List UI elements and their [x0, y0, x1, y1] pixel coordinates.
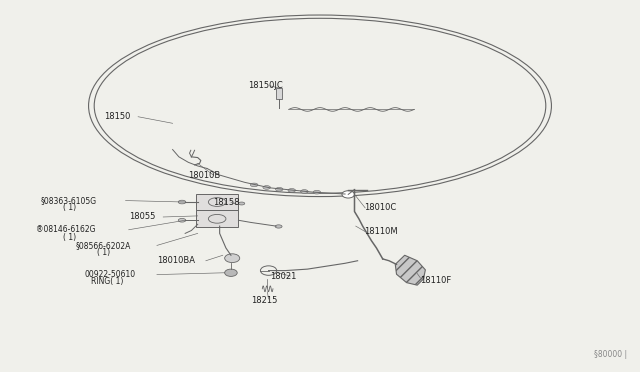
Text: §08363-6105G: §08363-6105G	[41, 196, 97, 205]
Text: ®08146-6162G: ®08146-6162G	[36, 225, 95, 234]
Text: ( 1): ( 1)	[63, 232, 76, 241]
Text: 18158: 18158	[213, 198, 240, 207]
Text: RING( 1): RING( 1)	[91, 278, 124, 286]
FancyBboxPatch shape	[196, 211, 239, 227]
Text: §80000 |: §80000 |	[594, 350, 627, 359]
Ellipse shape	[301, 190, 308, 193]
Text: 18150JC: 18150JC	[248, 81, 283, 90]
Bar	[276, 88, 282, 99]
FancyBboxPatch shape	[196, 194, 239, 211]
Text: 18010BA: 18010BA	[157, 256, 195, 265]
Ellipse shape	[179, 200, 186, 204]
Text: ( 1): ( 1)	[63, 203, 76, 212]
Text: 18010C: 18010C	[364, 203, 396, 212]
Text: 18010B: 18010B	[188, 171, 221, 180]
Text: §08566-6202A: §08566-6202A	[76, 241, 131, 250]
Ellipse shape	[313, 190, 321, 194]
Ellipse shape	[179, 218, 186, 222]
Text: 18215: 18215	[251, 296, 277, 305]
Text: 18110M: 18110M	[364, 227, 397, 236]
Text: 00922-50610: 00922-50610	[85, 270, 136, 279]
Polygon shape	[396, 255, 426, 285]
Ellipse shape	[275, 225, 282, 228]
Text: 18055: 18055	[129, 212, 155, 221]
Ellipse shape	[263, 186, 271, 189]
Text: ( 1): ( 1)	[97, 248, 111, 257]
Text: 18150: 18150	[104, 112, 130, 121]
Text: 18110F: 18110F	[420, 276, 452, 285]
Ellipse shape	[239, 202, 244, 205]
Circle shape	[225, 254, 240, 263]
Ellipse shape	[275, 187, 283, 191]
Ellipse shape	[288, 189, 296, 192]
Circle shape	[342, 191, 355, 198]
Circle shape	[225, 269, 237, 276]
Ellipse shape	[250, 183, 258, 187]
Text: 18021: 18021	[270, 272, 296, 280]
